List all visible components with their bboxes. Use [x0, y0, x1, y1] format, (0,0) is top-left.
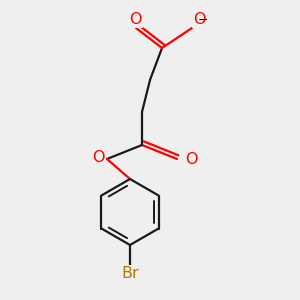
- Text: O: O: [129, 12, 141, 27]
- Text: O: O: [185, 152, 197, 166]
- Text: −: −: [198, 14, 208, 26]
- Text: O: O: [193, 12, 206, 27]
- Text: O: O: [92, 151, 105, 166]
- Text: Br: Br: [121, 266, 139, 281]
